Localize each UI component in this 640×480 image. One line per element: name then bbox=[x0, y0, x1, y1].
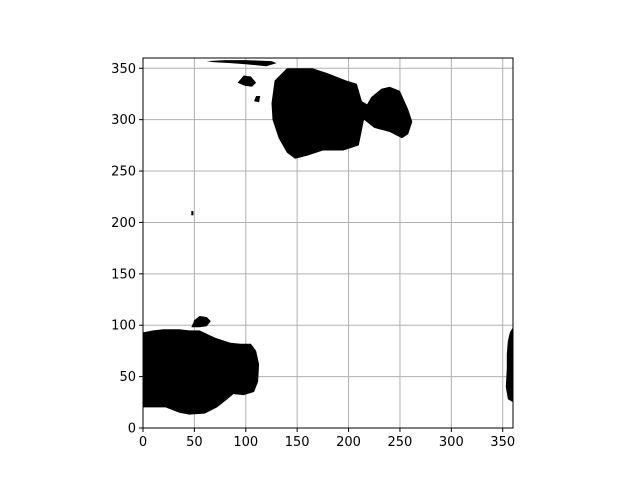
y-tick: 100 bbox=[111, 319, 143, 334]
x-tick-label: 350 bbox=[490, 435, 515, 450]
region-bottom-left-patch bbox=[191, 316, 211, 328]
y-tick: 0 bbox=[128, 422, 143, 437]
region-small-dot bbox=[191, 211, 194, 216]
y-tick-label: 300 bbox=[111, 113, 136, 128]
axes-frame bbox=[142, 57, 514, 429]
y-tick: 250 bbox=[111, 165, 143, 180]
y-axis-ticks: 0 50 100 150 200 250 300 350 bbox=[111, 62, 143, 437]
y-tick-label: 250 bbox=[111, 165, 136, 180]
x-tick: 150 bbox=[285, 428, 310, 450]
y-tick: 200 bbox=[111, 216, 143, 231]
x-tick: 200 bbox=[336, 428, 361, 450]
x-tick: 300 bbox=[439, 428, 464, 450]
x-tick-label: 250 bbox=[388, 435, 413, 450]
region-right-edge bbox=[505, 327, 513, 403]
x-axis-ticks: 0 50 100 150 200 250 300 350 bbox=[139, 428, 515, 450]
y-tick-label: 50 bbox=[119, 370, 136, 385]
x-tick-label: 50 bbox=[186, 435, 203, 450]
x-tick-label: 0 bbox=[139, 435, 147, 450]
data-regions bbox=[143, 60, 513, 415]
region-top-left-patch bbox=[237, 75, 257, 87]
y-tick: 150 bbox=[111, 267, 143, 282]
x-tick: 250 bbox=[388, 428, 413, 450]
region-bottom-left bbox=[143, 329, 260, 415]
y-tick-label: 150 bbox=[111, 267, 136, 282]
y-tick-label: 350 bbox=[111, 62, 136, 77]
x-tick-label: 300 bbox=[439, 435, 464, 450]
x-tick-label: 200 bbox=[336, 435, 361, 450]
x-tick-label: 100 bbox=[233, 435, 258, 450]
region-top-left-speck bbox=[254, 96, 261, 103]
x-tick: 50 bbox=[186, 428, 203, 450]
y-tick: 350 bbox=[111, 62, 143, 77]
y-tick: 50 bbox=[119, 370, 143, 385]
x-tick: 100 bbox=[233, 428, 258, 450]
region-top-left-band bbox=[206, 60, 277, 67]
x-tick: 350 bbox=[490, 428, 515, 450]
y-tick-label: 200 bbox=[111, 216, 136, 231]
region-top-center bbox=[271, 68, 413, 159]
x-tick-label: 150 bbox=[285, 435, 310, 450]
x-tick: 0 bbox=[139, 428, 147, 450]
y-tick: 300 bbox=[111, 113, 143, 128]
y-tick-label: 0 bbox=[128, 422, 136, 437]
y-tick-label: 100 bbox=[111, 319, 136, 334]
